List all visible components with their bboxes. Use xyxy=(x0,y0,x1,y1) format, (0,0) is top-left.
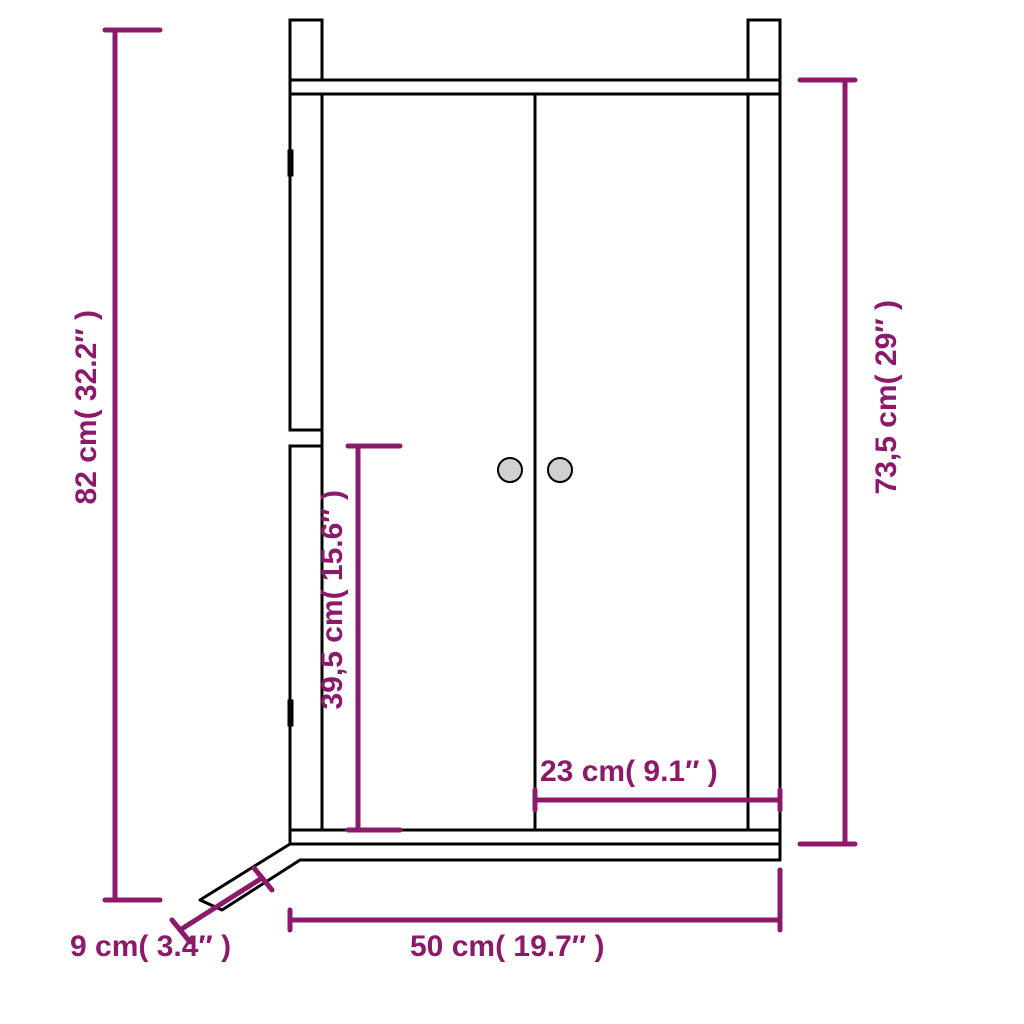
cabinet-top-rail xyxy=(290,80,780,94)
dim-height-total-label: 82 cm( 32.2″ ) xyxy=(70,310,104,504)
cabinet-hinge-1 xyxy=(288,150,293,176)
cabinet-knob-left xyxy=(498,458,522,482)
dim-height-right-label: 73,5 cm( 29″ ) xyxy=(870,300,904,494)
dim-width-door-label: 23 cm( 9.1″ ) xyxy=(540,755,718,789)
cabinet-floor-iso xyxy=(200,844,780,910)
dim-width-total-label: 50 cm( 19.7″ ) xyxy=(410,930,604,964)
cabinet-right-post-top xyxy=(748,20,780,80)
cabinet-hinge-2 xyxy=(288,700,293,726)
cabinet-right-stile xyxy=(748,94,780,830)
dim-depth-label: 9 cm( 3.4″ ) xyxy=(70,930,231,964)
cabinet-knob-right xyxy=(548,458,572,482)
cabinet-left-stile-upper xyxy=(290,94,322,430)
dim-height-inner-label: 39,5 cm( 15.6″ ) xyxy=(316,490,350,710)
cabinet-left-post-top xyxy=(290,20,322,80)
